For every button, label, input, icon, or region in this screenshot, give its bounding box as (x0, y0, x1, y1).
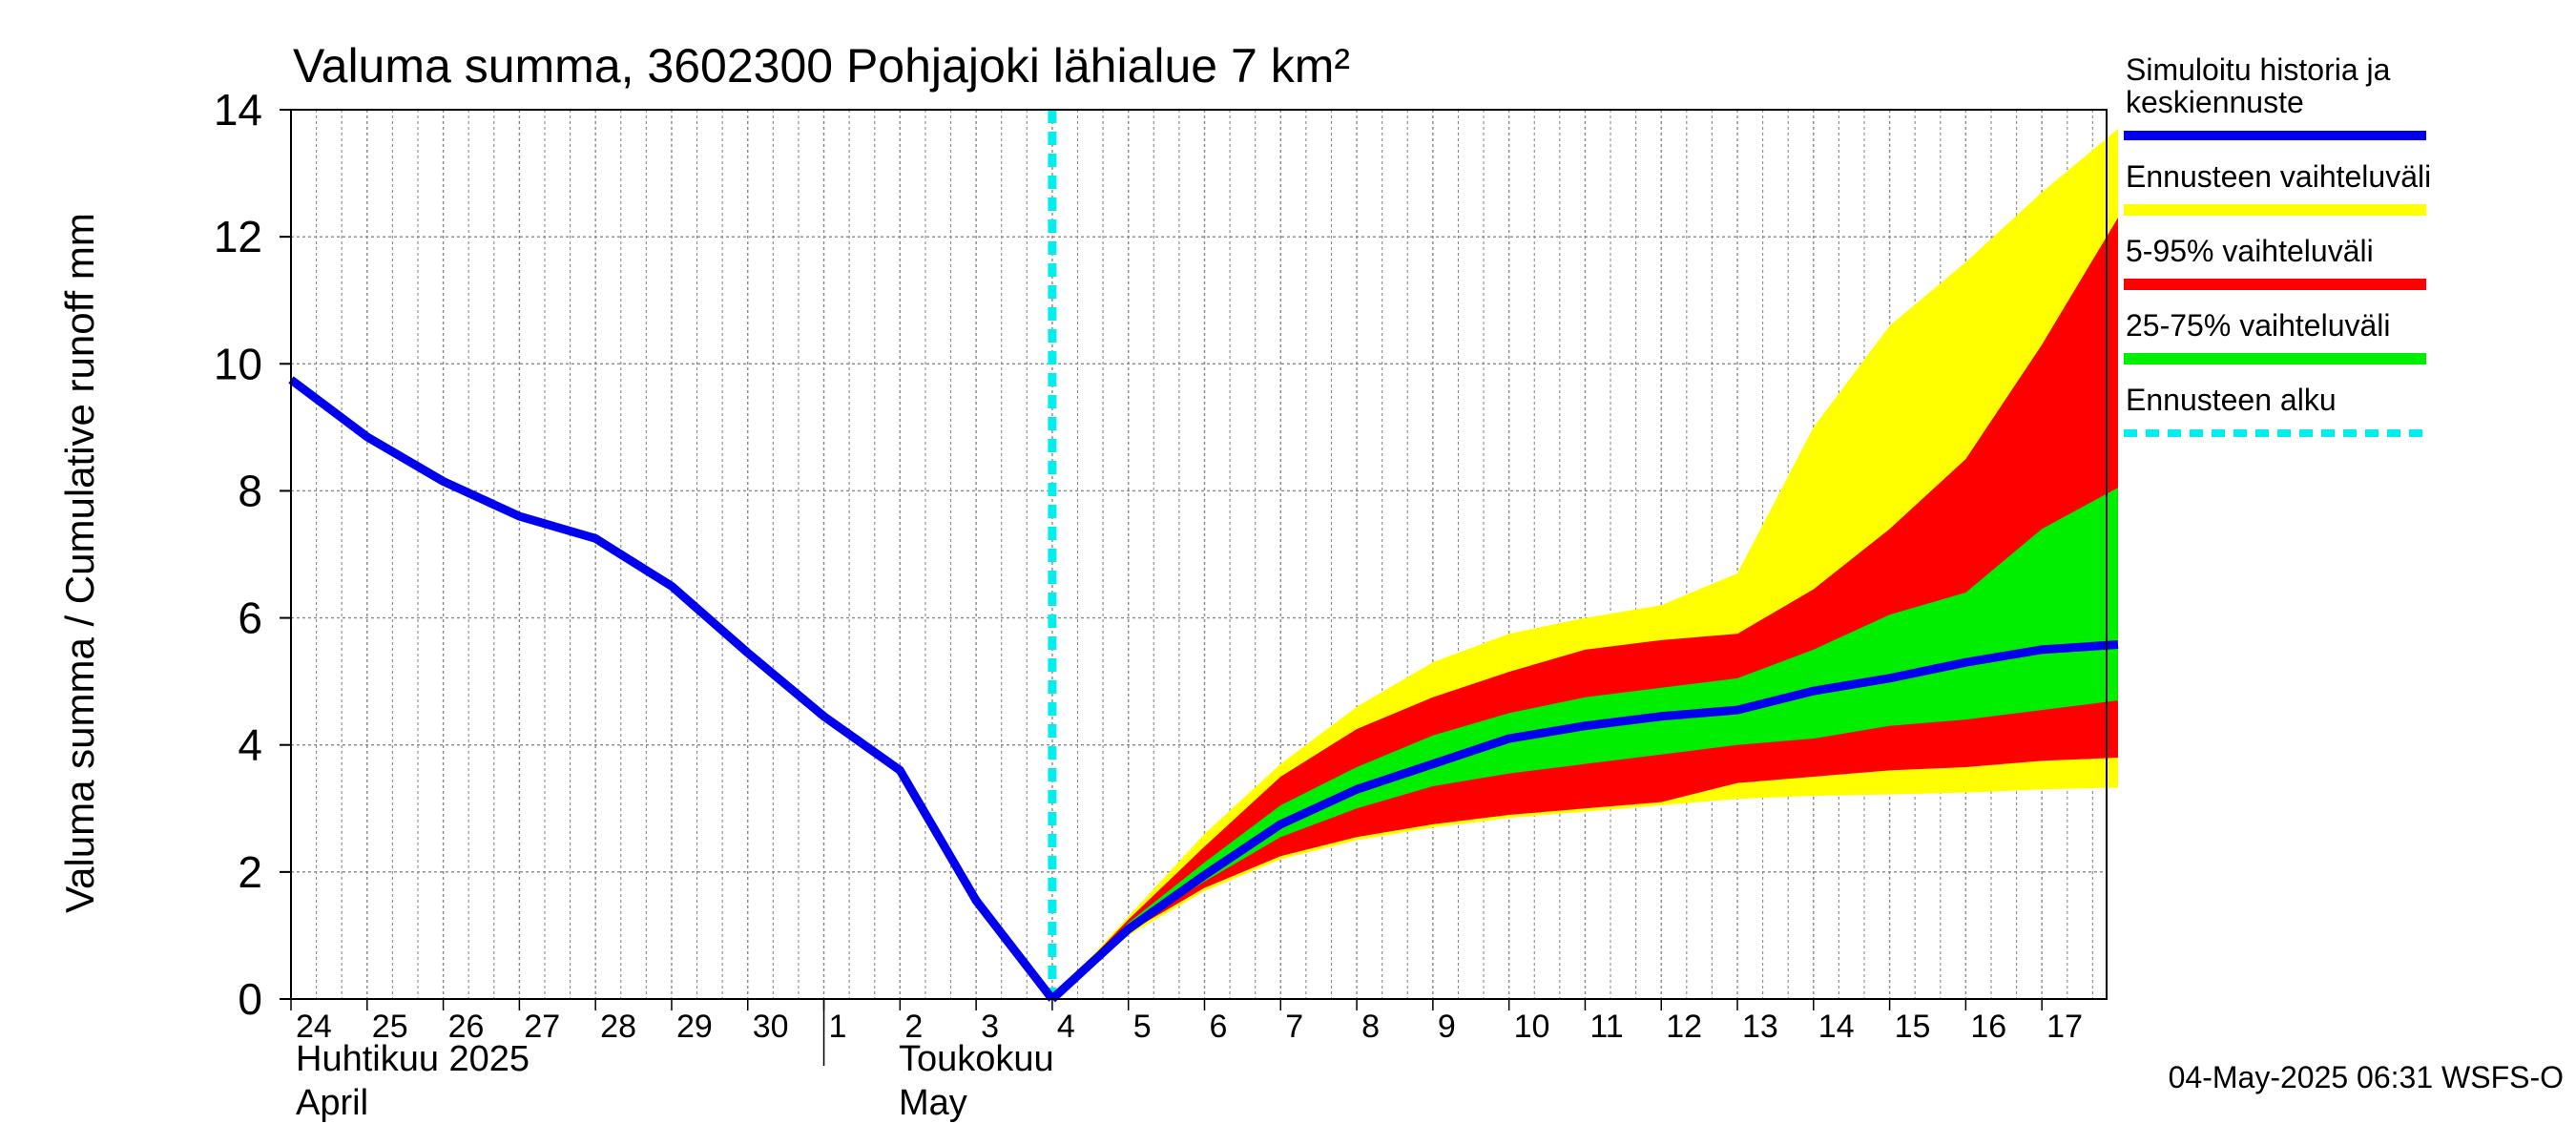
plot-frame (290, 109, 2108, 1000)
y-tick-label: 10 (214, 339, 262, 388)
chart-title: Valuma summa, 3602300 Pohjajoki lähialue… (293, 39, 1350, 93)
legend-label-ensemble: Ennusteen vaihteluväli (2126, 159, 2431, 194)
legend-label-history-line2: keskiennuste (2126, 85, 2304, 119)
x-axis-ticks: 24 25 26 27 28 29 30 1 2 3 4 5 6 7 8 9 10 11 12 13 14 15 16 17 (290, 999, 2083, 1066)
month-label-april-fi: Huhtikuu 2025 (296, 1039, 530, 1079)
x-tick-label: 13 (1742, 1009, 1778, 1045)
x-tick-label: 27 (524, 1009, 560, 1045)
month-label-may-fi: Toukokuu (899, 1039, 1054, 1079)
y-tick-label: 12 (214, 212, 262, 261)
x-tick-label: 9 (1438, 1009, 1456, 1045)
x-tick-label: 2 (904, 1009, 923, 1045)
legend-label-forecast-start: Ennusteen alku (2126, 383, 2337, 417)
x-tick-label: 7 (1285, 1009, 1303, 1045)
month-label-april-en: April (296, 1083, 368, 1123)
x-tick-label: 11 (1589, 1009, 1623, 1045)
x-tick-label: 15 (1895, 1009, 1931, 1045)
forecast-median-line (1049, 640, 2119, 1003)
x-tick-label: 17 (2046, 1009, 2083, 1045)
x-tick-label: 24 (296, 1009, 332, 1045)
x-tick-label: 3 (981, 1009, 999, 1045)
plot-border (290, 109, 2108, 1000)
legend-label-5-95: 5-95% vaihteluväli (2126, 234, 2374, 268)
series-lines (288, 110, 2119, 1003)
x-tick-label: 14 (1818, 1009, 1855, 1045)
y-axis-label: Valuma summa / Cumulative runoff mm (57, 213, 102, 913)
x-tick-label: 12 (1666, 1009, 1702, 1045)
x-tick-label: 6 (1209, 1009, 1227, 1045)
x-tick-label: 29 (676, 1009, 713, 1045)
x-tick-label: 28 (600, 1009, 636, 1045)
y-tick-label: 2 (238, 847, 262, 897)
month-label-may-en: May (899, 1083, 967, 1123)
x-tick-label: 25 (372, 1009, 408, 1045)
legend-label-25-75: 25-75% vaihteluväli (2126, 308, 2391, 343)
legend: Simuloitu historia ja keskiennuste Ennus… (2124, 52, 2431, 437)
x-tick-label: 4 (1057, 1009, 1075, 1045)
x-tick-label: 1 (829, 1009, 847, 1045)
footer-timestamp: 04-May-2025 06:31 WSFS-O (2169, 1060, 2564, 1094)
y-tick-label: 4 (238, 720, 262, 770)
y-axis-ticks: 0 2 4 6 8 10 12 14 (214, 85, 291, 1024)
y-tick-label: 0 (238, 974, 262, 1024)
y-tick-label: 14 (214, 85, 262, 135)
y-tick-label: 8 (238, 466, 262, 515)
y-tick-label: 6 (238, 593, 262, 643)
x-tick-label: 16 (1970, 1009, 2006, 1045)
x-tick-label: 5 (1133, 1009, 1152, 1045)
x-tick-label: 8 (1361, 1009, 1380, 1045)
x-tick-label: 26 (448, 1009, 485, 1045)
history-line (288, 376, 1056, 1002)
x-tick-label: 30 (753, 1009, 789, 1045)
x-tick-label: 10 (1514, 1009, 1550, 1045)
band-25-75-vaihteluv-li (1051, 488, 2118, 1000)
legend-label-history-line1: Simuloitu historia ja (2126, 52, 2391, 87)
